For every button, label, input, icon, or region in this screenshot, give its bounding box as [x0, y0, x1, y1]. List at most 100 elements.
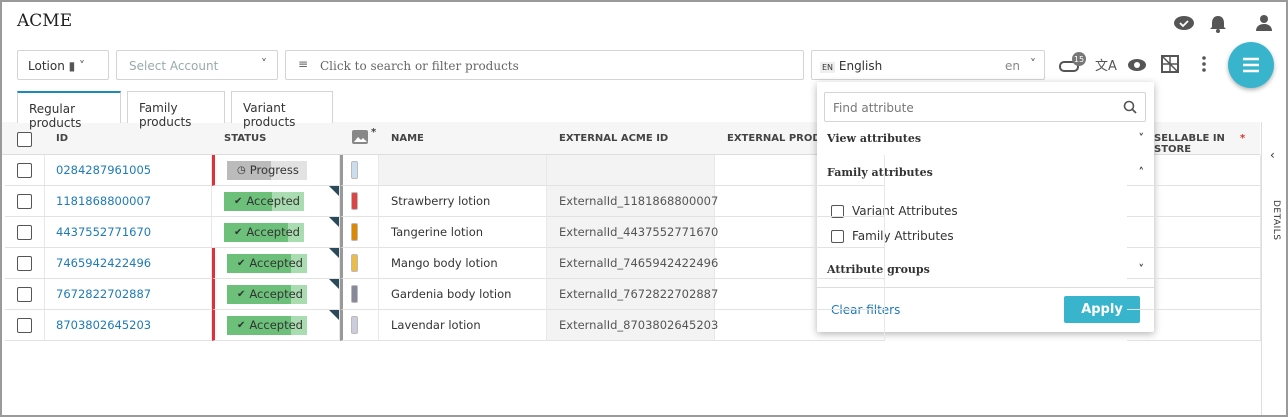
table-row[interactable]: 4437552771670 ✔ Accepted Tangerine lotion Ex…: [2, 217, 1261, 248]
product-id[interactable]: 7672822702887: [56, 287, 152, 301]
status-label: Accepted: [249, 287, 303, 301]
product-thumbnail: [351, 285, 358, 303]
language-select[interactable]: EN English en ˅: [811, 50, 1045, 80]
col-image-required: *: [371, 127, 377, 138]
cell: Tangerine lotion: [379, 217, 547, 248]
language-name: English: [838, 59, 883, 73]
product-id[interactable]: 8703802645203: [56, 318, 152, 332]
tab[interactable]: Family products: [127, 91, 225, 129]
col-name: NAME: [391, 133, 424, 144]
cell: ExternalId_4437552771670: [547, 217, 719, 248]
header-icons: [1174, 15, 1272, 33]
status-icon: ✔: [237, 257, 246, 269]
row-checkbox[interactable]: [17, 286, 32, 302]
external-id: ExternalId_7465942422496: [559, 256, 719, 270]
cell: [715, 310, 885, 341]
row-checkbox[interactable]: [17, 162, 32, 178]
search-box[interactable]: ≡ Click to search or filter products: [285, 50, 804, 80]
product-id[interactable]: 4437552771670: [56, 225, 152, 239]
option[interactable]: Variant Attributes: [831, 204, 958, 218]
cell: ExternalId_7672822702887: [547, 279, 719, 310]
external-id: ExternalId_8703802645203: [559, 318, 719, 332]
cell: [1127, 279, 1261, 310]
col-external-product: EXTERNAL PRODUCT: [727, 133, 843, 144]
status-badge: ◷ Progress: [227, 160, 307, 180]
status-badge: ✔ Accepted: [227, 253, 307, 273]
notification-count: 15: [1074, 55, 1084, 64]
external-id: ExternalId_4437552771670: [559, 225, 719, 239]
cell: [715, 217, 885, 248]
cell: [340, 217, 379, 248]
catalog-label: Lotion: [28, 59, 65, 73]
cell: 7465942422496: [44, 248, 212, 279]
status-badge: ✔ Accepted: [224, 191, 304, 211]
cell: [340, 310, 379, 341]
product-id[interactable]: 7465942422496: [56, 256, 152, 270]
menu-button[interactable]: [1228, 42, 1274, 88]
account-select[interactable]: Select Account ˅: [116, 50, 278, 80]
product-thumbnail: [351, 192, 358, 210]
cell: 1181868800007: [44, 186, 212, 217]
language-code: en: [1005, 59, 1020, 73]
external-id: ExternalId_7672822702887: [559, 287, 719, 301]
cell: ExternalId_1181868800007: [547, 186, 718, 217]
cell: [5, 310, 45, 341]
cell: [715, 279, 885, 310]
cell: 8703802645203: [44, 310, 212, 341]
table-row[interactable]: 8703802645203 ✔ Accepted Lavendar lotion Ext…: [2, 310, 1261, 341]
status-badge: ✔ Accepted: [227, 315, 307, 335]
row-checkbox[interactable]: [17, 193, 32, 209]
app-title: ACME: [17, 11, 73, 31]
product-name: Tangerine lotion: [391, 225, 484, 239]
section-title: Attribute groups: [827, 263, 930, 276]
details-panel[interactable]: ‹ DETAILS: [1261, 122, 1286, 415]
svg-text:文A: 文A: [1095, 59, 1117, 74]
attribute-search[interactable]: Find attribute: [824, 92, 1146, 122]
product-id[interactable]: 0284287961005: [56, 163, 152, 177]
tab[interactable]: Regular products: [17, 91, 121, 130]
table-row[interactable]: 7465942422496 ✔ Accepted Mango body lotion E…: [2, 248, 1261, 279]
row-checkbox[interactable]: [17, 255, 32, 271]
status-badge: ✔ Accepted: [224, 222, 304, 242]
cell: Gardenia body lotion: [379, 279, 547, 310]
cell: [5, 155, 45, 186]
clear-filters[interactable]: Clear filters: [831, 303, 901, 317]
cell: ◷ Progress: [212, 155, 340, 186]
search-placeholder: Click to search or filter products: [320, 59, 519, 73]
tab[interactable]: Variant products: [231, 91, 333, 129]
cell: [340, 248, 379, 279]
table-row[interactable]: 0284287961005 ◷ Progress: [2, 155, 1261, 186]
option[interactable]: Family Attributes: [831, 229, 954, 243]
section-title: View attributes: [827, 132, 922, 145]
table-row[interactable]: 7672822702887 ✔ Accepted Gardenia body loti…: [2, 279, 1261, 310]
section-view[interactable]: View attributes ˅: [827, 132, 1144, 145]
product-name: Lavendar lotion: [391, 318, 481, 332]
language-badge: EN: [820, 62, 836, 73]
cell: [1127, 186, 1261, 217]
option-label: Variant Attributes: [852, 204, 958, 218]
status-badge: ✔ Accepted: [227, 284, 307, 304]
table-row[interactable]: 1181868800007 ✔ Accepted Strawberry lotion E…: [2, 186, 1261, 217]
product-id[interactable]: 1181868800007: [56, 194, 152, 208]
product-thumbnail: [351, 161, 358, 179]
product-thumbnail: [351, 316, 358, 334]
cell: 4437552771670: [44, 217, 212, 248]
cell: [715, 248, 885, 279]
cell: ✔ Accepted: [212, 186, 340, 217]
cell: [5, 217, 45, 248]
status-label: Accepted: [249, 256, 303, 270]
product-name: Strawberry lotion: [391, 194, 491, 208]
row-checkbox[interactable]: [17, 224, 32, 240]
status-icon: ✔: [234, 226, 243, 238]
row-checkbox[interactable]: [17, 317, 32, 333]
status-icon: ✔: [237, 319, 246, 331]
section-groups[interactable]: Attribute groups ˅: [827, 263, 1144, 276]
cell: [715, 155, 885, 186]
catalog-select[interactable]: Lotion ▮ ˅: [17, 50, 109, 80]
col-sellable-required: *: [1240, 133, 1246, 144]
corner-flag: [329, 248, 339, 258]
cell: [715, 186, 885, 217]
product-name: Gardenia body lotion: [391, 287, 512, 301]
section-family[interactable]: Family attributes ˄: [827, 166, 1144, 179]
cell: ✔ Accepted: [212, 310, 340, 341]
